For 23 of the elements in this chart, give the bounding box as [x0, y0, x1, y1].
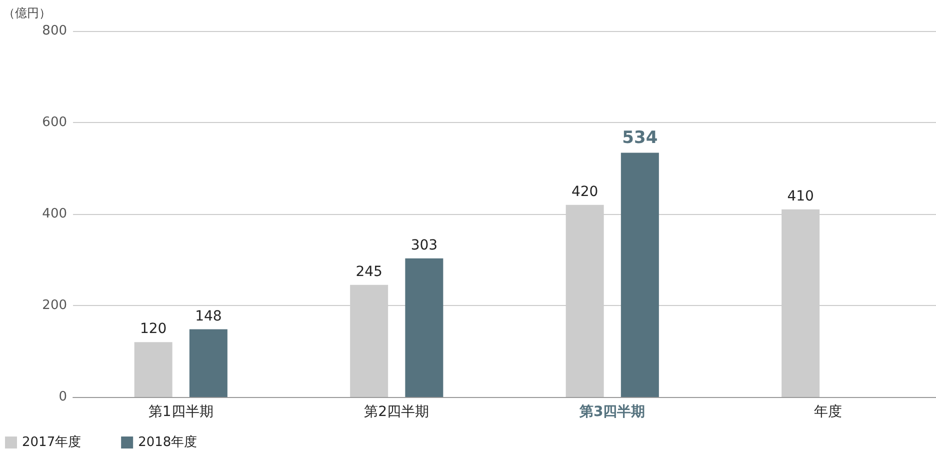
legend-label: 2017年度: [22, 434, 82, 450]
data-label: 245: [356, 264, 382, 280]
data-label: 410: [787, 188, 814, 204]
legend-label: 2018年度: [138, 434, 198, 450]
x-tick-label: 年度: [814, 404, 842, 420]
y-axis-title: （億円）: [3, 6, 51, 20]
data-label: 120: [140, 321, 167, 338]
x-tick-label: 第1四半期: [148, 404, 214, 420]
data-label: 420: [571, 184, 598, 200]
data-label: 534: [622, 128, 658, 148]
y-tick-label: 600: [42, 115, 67, 130]
bar: [189, 329, 228, 397]
bar: [405, 258, 444, 397]
y-tick-label: 800: [42, 24, 67, 38]
y-tick-label: 400: [42, 206, 67, 222]
x-tick-label: 第2四半期: [364, 404, 430, 420]
y-tick-label: 0: [58, 390, 67, 404]
data-label: 148: [195, 308, 222, 324]
data-label: 303: [410, 237, 438, 254]
bar: [620, 152, 659, 397]
bar: [134, 342, 172, 397]
y-tick-label: 200: [42, 298, 67, 313]
x-tick-label: 第3四半期: [578, 404, 646, 420]
